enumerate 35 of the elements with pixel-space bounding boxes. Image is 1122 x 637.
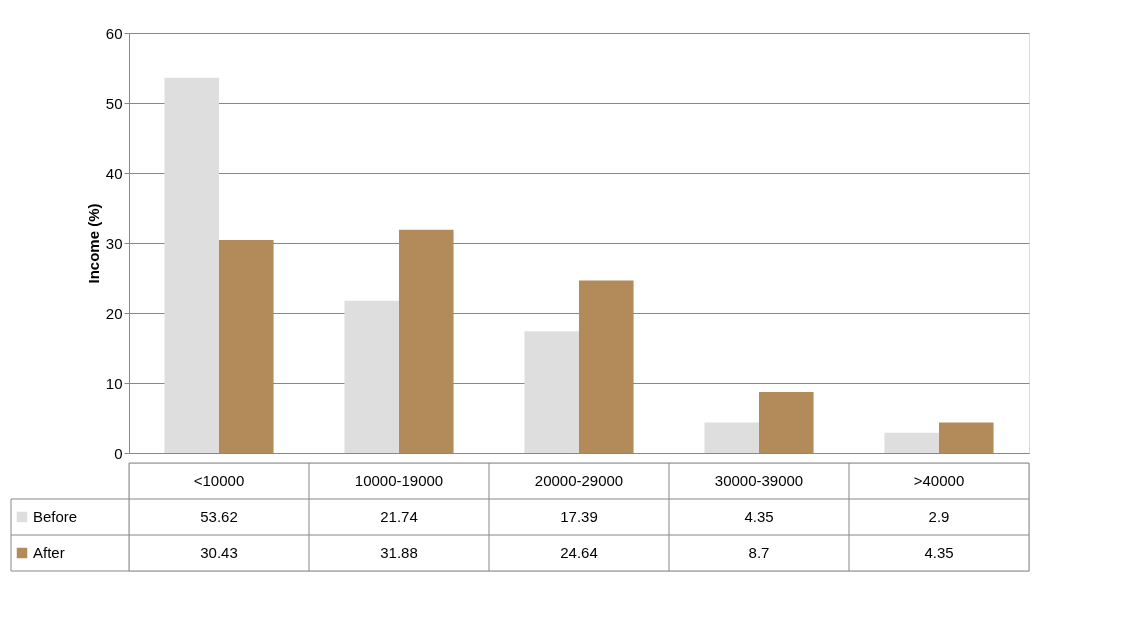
- bar: [704, 422, 759, 453]
- x-tick-label: 20000-29000: [534, 472, 624, 489]
- bar: [219, 239, 274, 453]
- x-tick-label: 30000-39000: [714, 472, 804, 489]
- bar: [884, 432, 939, 453]
- data-label: 30.43: [200, 544, 238, 561]
- bar: [579, 280, 634, 453]
- data-label: 4.35: [924, 544, 954, 561]
- data-label: 53.62: [200, 508, 238, 525]
- data-label: 8.7: [748, 544, 770, 561]
- bar: [939, 422, 994, 453]
- legend-label: Before: [33, 508, 78, 525]
- y-tick-label: 20: [105, 304, 123, 322]
- x-tick-label: <10000: [193, 472, 245, 489]
- data-label: 31.88: [380, 544, 418, 561]
- bar: [399, 229, 454, 453]
- x-tick-label: >40000: [913, 472, 965, 489]
- y-tick-label: 50: [105, 94, 123, 112]
- bar: [164, 77, 219, 453]
- bar: [524, 331, 579, 453]
- data-label: 21.74: [380, 508, 418, 525]
- y-axis-title: Income (%): [84, 203, 102, 284]
- data-label: 17.39: [560, 508, 598, 525]
- data-label: 4.35: [744, 508, 774, 525]
- y-tick-label: 0: [114, 444, 123, 462]
- y-tick-label: 40: [105, 164, 123, 182]
- data-label: 24.64: [560, 544, 598, 561]
- bar: [344, 300, 399, 453]
- bar: [759, 392, 814, 453]
- y-tick-label: 60: [105, 24, 123, 42]
- x-tick-label: 10000-19000: [354, 472, 444, 489]
- legend-label: After: [33, 544, 65, 561]
- y-tick-label: 30: [105, 234, 123, 252]
- y-tick-label: 10: [105, 374, 123, 392]
- data-label: 2.9: [928, 508, 950, 525]
